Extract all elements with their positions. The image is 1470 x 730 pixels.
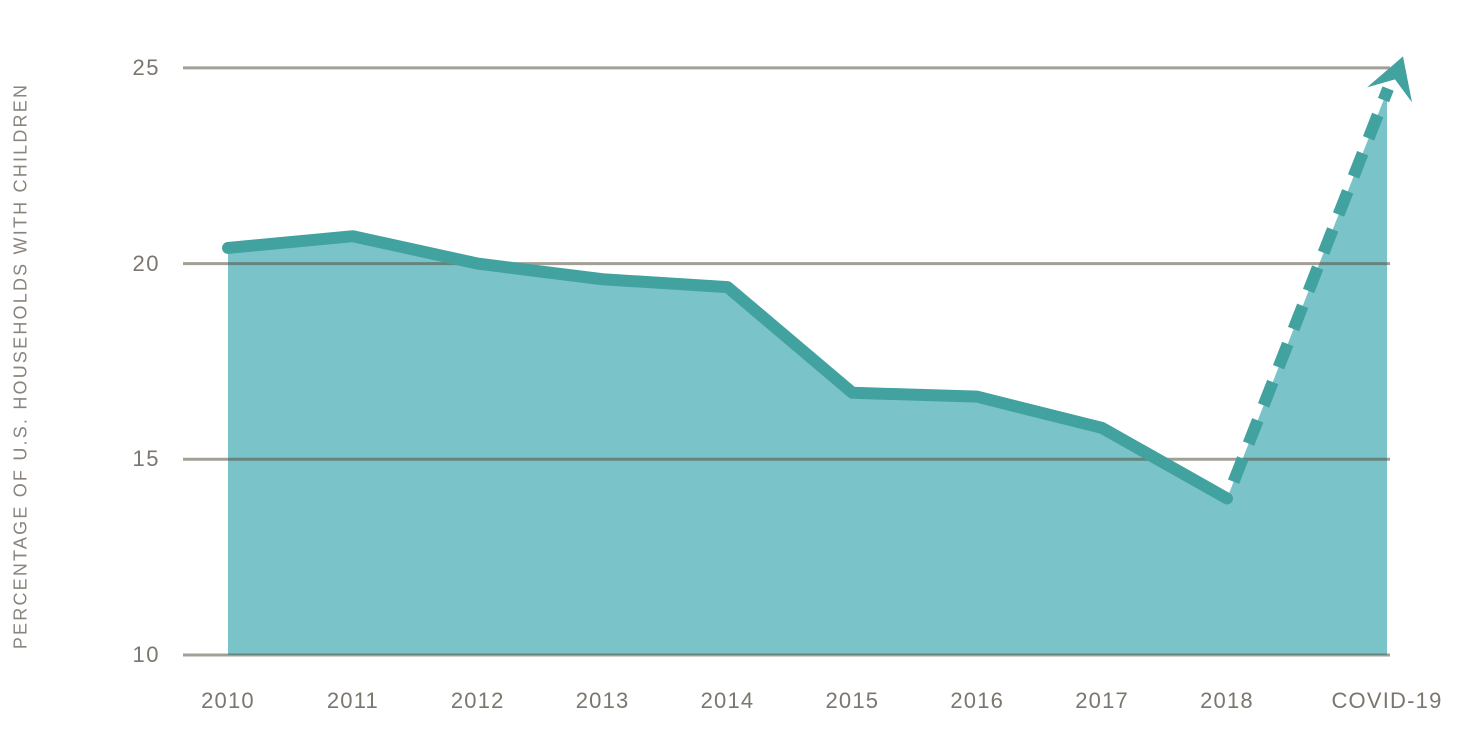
x-axis-label: 2017 [1075,688,1129,713]
x-axis-label: 2018 [1200,688,1254,713]
x-axis-label: 2010 [201,688,255,713]
x-axis-labels: 2010 2011 2012 2013 2014 2015 2016 2017 2018 COVI… [0,686,1470,720]
x-axis-label: COVID-19 [1331,688,1443,713]
trend-line [222,230,1233,505]
x-axis-label: 2013 [575,688,630,713]
y-tick-label: 15 [132,446,160,472]
area-fill [228,91,1387,655]
y-tick-label: 20 [132,250,160,276]
x-axis-label: 2016 [950,688,1005,713]
x-axis-label: 2014 [700,688,755,713]
projection-dashed-line [1228,86,1394,484]
x-axis-label: 2012 [450,688,505,713]
arrowhead-icon [1367,56,1412,103]
x-axis-label: 2011 [326,688,379,713]
y-tick-label: 25 [132,54,160,80]
y-tick-label: 10 [132,642,160,667]
x-axis-label: 2015 [825,688,880,713]
